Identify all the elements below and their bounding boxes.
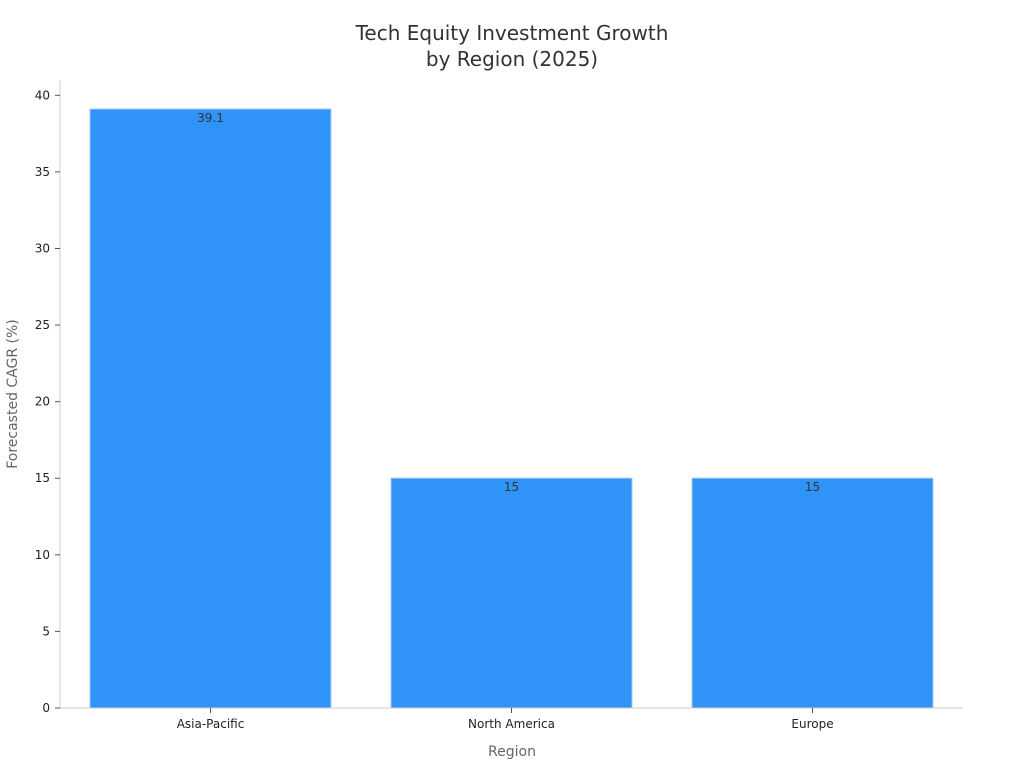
bars-group xyxy=(89,108,934,709)
x-axis: Asia-Pacific North America Europe xyxy=(60,707,963,731)
data-labels-group: 39.1 15 15 xyxy=(197,111,820,494)
x-tick-label: Asia-Pacific xyxy=(177,717,245,731)
y-tick-label: 5 xyxy=(42,624,50,638)
bar-europe xyxy=(691,477,934,709)
y-tick-label: 35 xyxy=(35,165,50,179)
x-tick-label: Europe xyxy=(791,717,833,731)
chart-title-line-2: by Region (2025) xyxy=(426,47,598,71)
y-axis: 0 5 10 15 20 25 30 35 40 xyxy=(35,80,61,715)
y-tick-label: 30 xyxy=(35,241,50,255)
y-tick-label: 0 xyxy=(42,701,50,715)
bar-value-label: 15 xyxy=(805,480,820,494)
y-tick-label: 40 xyxy=(35,88,50,102)
bar-value-label: 15 xyxy=(504,480,519,494)
y-tick-label: 15 xyxy=(35,471,50,485)
y-tick-label: 10 xyxy=(35,548,50,562)
bar-north-america xyxy=(390,477,633,709)
bar-value-label: 39.1 xyxy=(197,111,224,125)
y-tick-label: 25 xyxy=(35,318,50,332)
chart-title-line-1: Tech Equity Investment Growth xyxy=(355,21,669,45)
y-tick-label: 20 xyxy=(35,395,50,409)
x-tick-label: North America xyxy=(468,717,555,731)
bar-asia-pacific xyxy=(89,108,332,709)
x-axis-label: Region xyxy=(488,744,536,760)
y-axis-label: Forecasted CAGR (%) xyxy=(5,319,21,469)
